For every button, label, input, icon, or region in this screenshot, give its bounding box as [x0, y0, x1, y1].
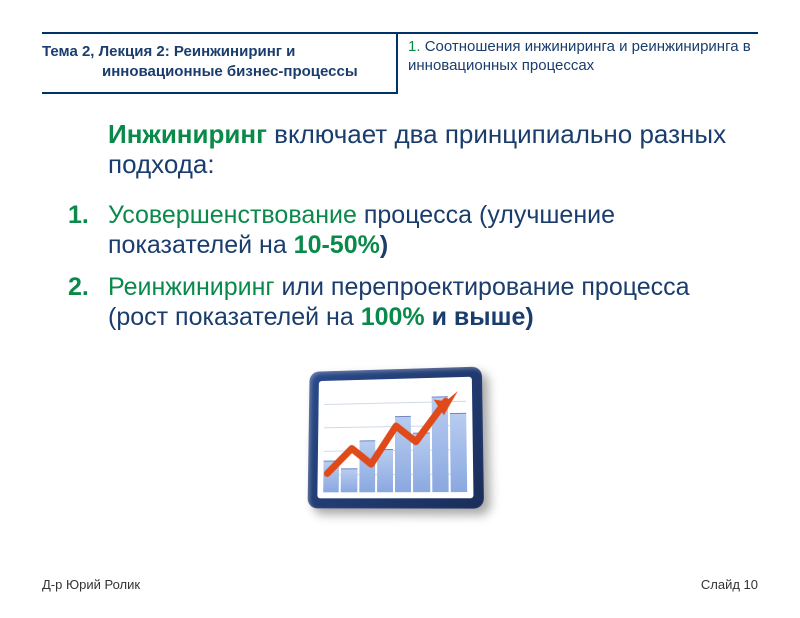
item-tail: и выше) [425, 303, 534, 331]
item-percent: 10-50% [294, 231, 380, 259]
slide-content: Инжиниринг включает два принципиально ра… [108, 120, 740, 344]
section-title: Соотношения инжиниринга и реинжиниринга … [408, 38, 751, 74]
intro-paragraph: Инжиниринг включает два принципиально ра… [108, 120, 740, 180]
slide-label: Слайд [701, 577, 744, 592]
chart-bar [450, 413, 468, 492]
slide-indicator: Слайд 10 [701, 577, 758, 592]
lecture-num: 2: [156, 43, 174, 60]
slide-number: 10 [744, 577, 758, 592]
item-percent: 100% [361, 303, 425, 331]
chart-bar [341, 469, 357, 493]
header-left: Тема 2, Лекция 2: Реинжиниринг и инновац… [42, 32, 396, 94]
chart-inner [317, 377, 473, 499]
lecture-title-1: Реинжиниринг и [174, 43, 295, 60]
chart-bar [395, 416, 411, 492]
section-number: 1. [408, 38, 425, 55]
item-keyword: Реинжиниринг [108, 273, 275, 301]
list-text: Усовершенствование процесса (улучшение п… [108, 200, 740, 260]
chart-bars [323, 383, 467, 493]
item-tail: ) [380, 231, 388, 259]
chart-bar [359, 440, 375, 492]
slide-footer: Д-р Юрий Ролик Слайд 10 [42, 577, 758, 592]
chart-bar [431, 396, 448, 492]
list-item: 2. Реинжиниринг или перепроектирование п… [108, 272, 740, 332]
list-number: 2. [68, 272, 98, 302]
topic-prefix: Тема [42, 43, 82, 60]
list-text: Реинжиниринг или перепроектирование проц… [108, 272, 740, 332]
list-item: 1. Усовершенствование процесса (улучшени… [108, 200, 740, 260]
item-keyword: Усовершенствование [108, 201, 357, 229]
chart-frame [308, 367, 485, 509]
chart-bar [323, 460, 339, 492]
lecture-label: Лекция [99, 43, 157, 60]
list-number: 1. [68, 200, 98, 230]
chart-gridlines [319, 377, 472, 381]
author-name: Д-р Юрий Ролик [42, 577, 140, 592]
chart-bar [377, 449, 393, 492]
intro-keyword: Инжиниринг [108, 119, 267, 149]
header-right: 1. Соотношения инжиниринга и реинжинирин… [396, 32, 758, 94]
chart-icon [306, 368, 496, 528]
topic-num1: 2, [82, 43, 99, 60]
slide-header: Тема 2, Лекция 2: Реинжиниринг и инновац… [42, 32, 758, 94]
chart-bar [413, 432, 430, 492]
lecture-title-2: инновационные бизнес-процессы [42, 62, 358, 82]
